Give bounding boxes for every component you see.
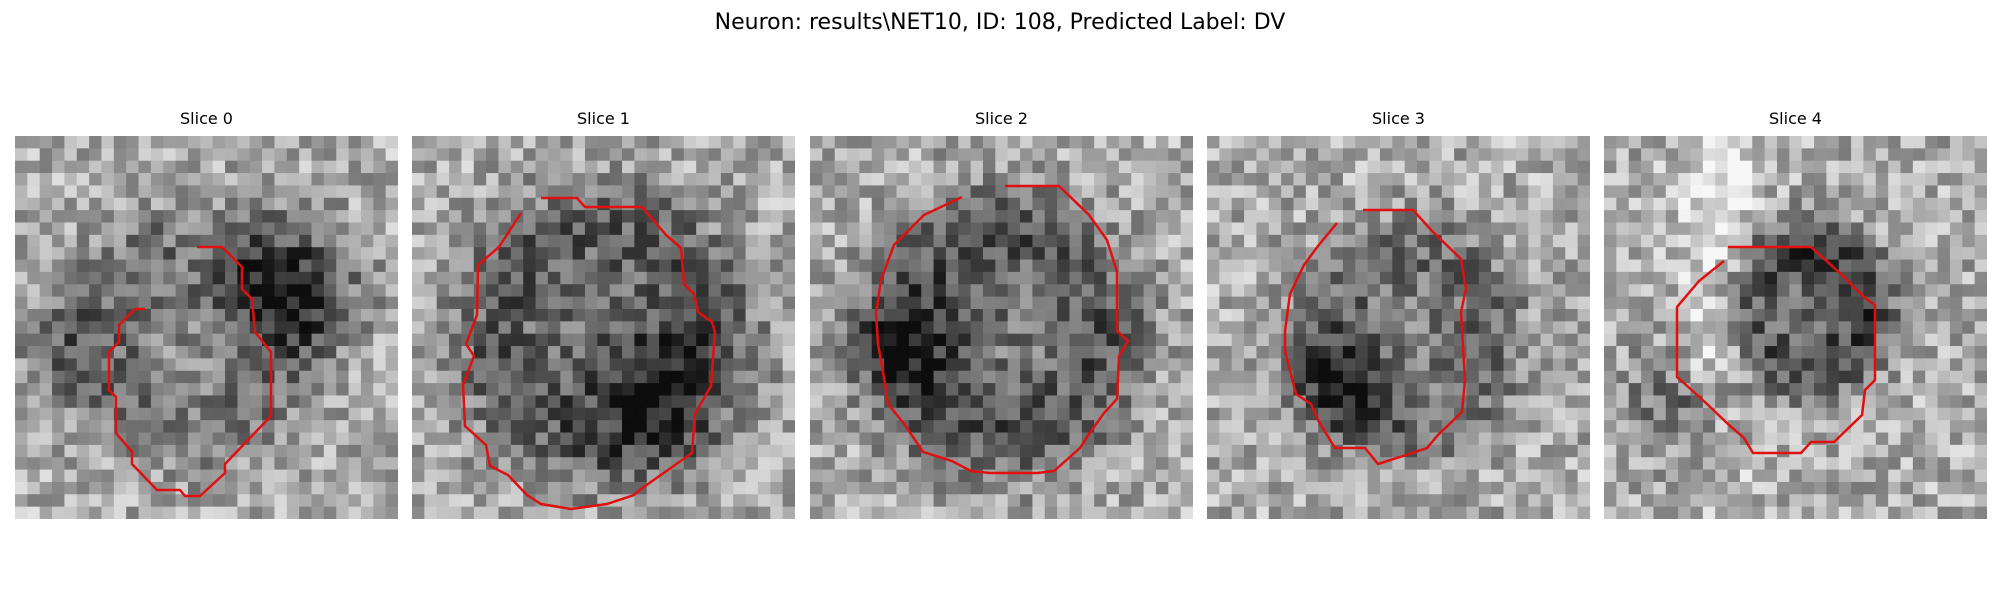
slice-panel-0: Slice 0 xyxy=(15,107,398,528)
neuron-contour-0 xyxy=(107,245,273,498)
slice-title-3: Slice 3 xyxy=(1372,109,1425,128)
slice-image-0 xyxy=(15,136,398,519)
slice-panel-2: Slice 2 xyxy=(810,107,1193,528)
slice-image-2 xyxy=(810,136,1193,519)
slice-image-3 xyxy=(1207,136,1590,519)
slice-panel-1: Slice 1 xyxy=(412,107,795,528)
slice-image-4 xyxy=(1604,136,1987,519)
slice-title-1: Slice 1 xyxy=(577,109,630,128)
neuron-contour-3 xyxy=(1283,208,1468,466)
slice-title-0: Slice 0 xyxy=(180,109,233,128)
neuron-contour-1 xyxy=(461,196,717,511)
slice-panel-3: Slice 3 xyxy=(1207,107,1590,528)
neuron-contour-2 xyxy=(874,184,1130,475)
slice-title-2: Slice 2 xyxy=(975,109,1028,128)
slice-title-4: Slice 4 xyxy=(1769,109,1822,128)
slice-image-1 xyxy=(412,136,795,519)
figure-title: Neuron: results\NET10, ID: 108, Predicte… xyxy=(714,10,1286,35)
neuron-contour-4 xyxy=(1675,245,1877,455)
slice-panel-4: Slice 4 xyxy=(1604,107,1987,528)
